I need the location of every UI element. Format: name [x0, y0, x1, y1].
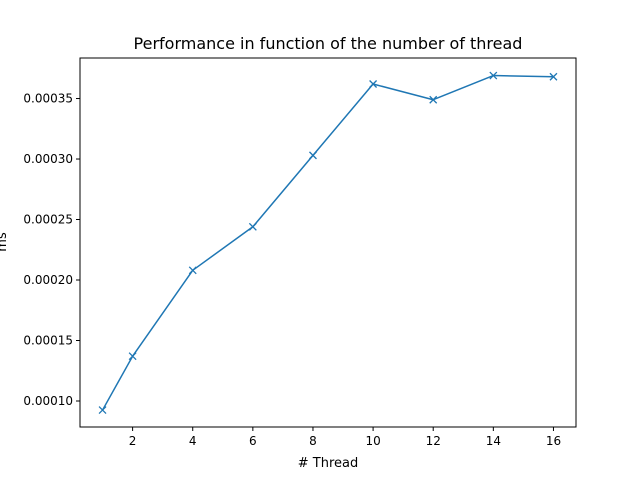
y-tick-label: 0.00025	[23, 213, 73, 227]
chart-title: Performance in function of the number of…	[134, 34, 523, 53]
x-axis-label: # Thread	[298, 456, 358, 471]
x-tick-label: 4	[189, 434, 197, 448]
x-tick-label: 16	[546, 434, 561, 448]
data-point-marker	[188, 266, 197, 275]
data-point-marker	[429, 95, 438, 104]
axes-frame	[79, 57, 577, 428]
data-point-marker	[98, 406, 107, 415]
x-tick-label: 6	[249, 434, 257, 448]
plot-area	[98, 71, 558, 415]
y-tick-label: 0.00015	[23, 333, 73, 347]
data-point-marker	[549, 72, 558, 81]
y-tick-label: 0.00035	[23, 92, 73, 106]
data-point-marker	[309, 151, 317, 160]
x-tick-label: 14	[486, 434, 501, 448]
x-axis: 2 4 6 8 10 12 14 16	[129, 427, 561, 448]
x-tick-label: 8	[309, 434, 317, 448]
data-point-marker	[128, 352, 137, 361]
data-point-marker	[369, 80, 378, 88]
data-point-marker	[248, 222, 257, 231]
y-axis: 0.00010 0.00015 0.00020 0.00025 0.00030 0.000…	[23, 92, 80, 408]
y-tick-label: 0.00010	[23, 394, 73, 408]
x-tick-label: 12	[426, 434, 441, 448]
x-tick-label: 2	[129, 434, 137, 448]
x-tick-label: 10	[365, 434, 380, 448]
data-point-marker	[489, 71, 498, 80]
y-tick-label: 0.00020	[23, 273, 73, 287]
y-tick-label: 0.00030	[23, 152, 73, 166]
y-axis-label: ms	[0, 232, 10, 252]
